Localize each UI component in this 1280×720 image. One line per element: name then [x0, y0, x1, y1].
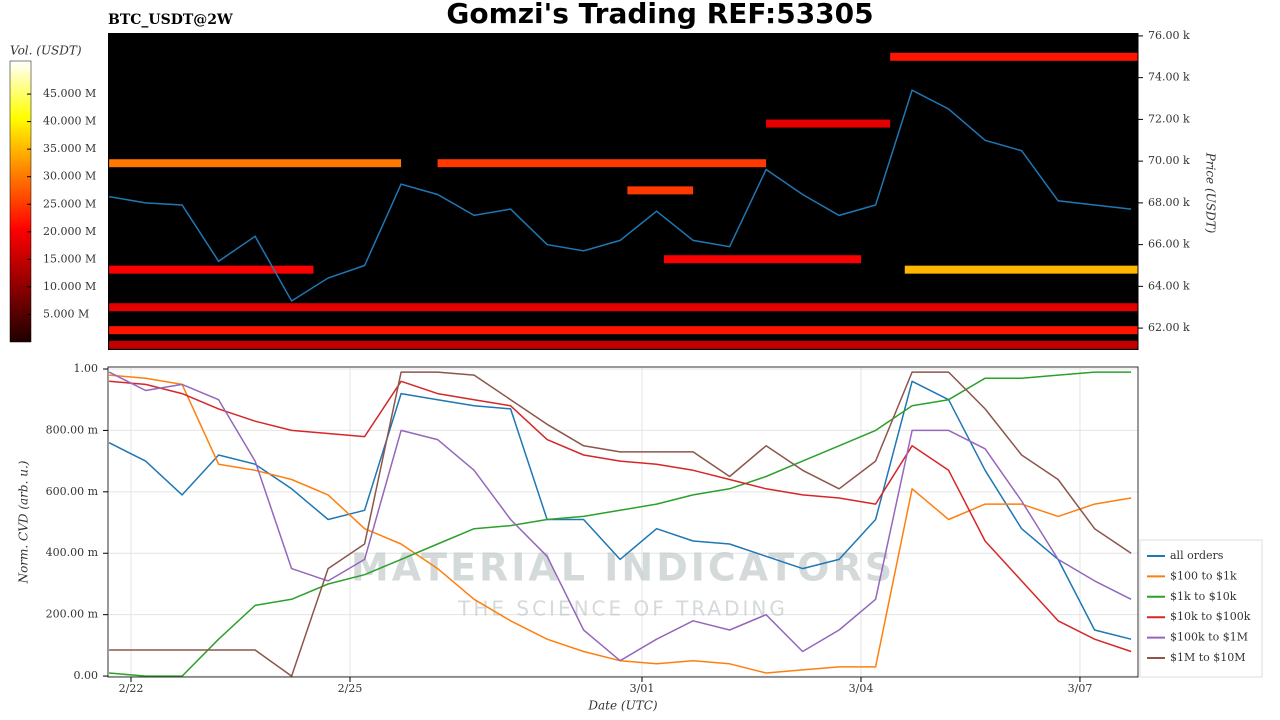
colorbar-tick-label: 20.000 M: [43, 225, 96, 238]
y-axis-label: Norm. CVD (arb. u.): [17, 460, 31, 584]
heatmap-cell: [437, 159, 767, 168]
cvd-line: [108, 371, 1132, 662]
heatmap-cell: [109, 326, 1138, 335]
legend-label: $100k to $1M: [1170, 631, 1248, 644]
y-tick-label: 66.00 k: [1148, 238, 1190, 251]
y-tick-label: 62.00 k: [1148, 321, 1190, 334]
x-tick-label: 2/25: [338, 682, 363, 695]
y-tick-label: 74.00 k: [1148, 71, 1190, 84]
x-tick-label: 3/04: [849, 682, 874, 695]
y-tick-label: 200.00 m: [46, 608, 99, 621]
heatmap-background: [108, 33, 1138, 350]
colorbar-label: Vol. (USDT): [10, 44, 82, 58]
y-tick-label: 400.00 m: [46, 546, 99, 559]
colorbar: [9, 60, 32, 343]
plot-frame: [107, 366, 1139, 678]
heatmap-cell: [109, 303, 1138, 312]
heatmap-cell: [109, 340, 1138, 349]
colorbar-tick-label: 15.000 M: [43, 252, 96, 265]
y-tick-label: 600.00 m: [46, 485, 99, 498]
colorbar-tick-label: 45.000 M: [43, 87, 96, 100]
x-tick-label: 3/01: [630, 682, 655, 695]
legend: [1139, 539, 1263, 678]
price-line: [108, 89, 1132, 303]
heatmap-cell: [904, 265, 1138, 274]
y-axis-label: Price (USDT): [1204, 152, 1218, 234]
y-tick-label: 800.00 m: [46, 423, 99, 436]
heatmap-cell: [663, 255, 861, 264]
y-tick-label: 68.00 k: [1148, 196, 1190, 209]
legend-label: $10k to $100k: [1170, 610, 1251, 623]
colorbar-tick-label: 40.000 M: [43, 115, 96, 128]
legend-label: $1k to $10k: [1170, 590, 1237, 603]
legend-label: all orders: [1170, 549, 1224, 562]
colorbar-tick-label: 5.000 M: [43, 307, 89, 320]
y-tick-label: 64.00 k: [1148, 279, 1190, 292]
cvd-line: [109, 380, 1132, 653]
colorbar-tick-label: 25.000 M: [43, 197, 96, 210]
heatmap-cell: [890, 52, 1138, 61]
symbol: BTC_USDT@2W: [108, 12, 233, 28]
legend-label: $1M to $10M: [1170, 651, 1246, 664]
legend-label: $100 to $1k: [1170, 569, 1237, 582]
cvd-line: [109, 371, 1132, 677]
x-tick-label: 2/22: [119, 682, 144, 695]
y-tick-label: 1.00: [74, 362, 99, 375]
cvd-line: [108, 380, 1132, 640]
y-tick-label: 70.00 k: [1148, 154, 1190, 167]
page-title: Gomzi's Trading REF:53305: [446, 0, 873, 30]
x-axis-label: Date (UTC): [587, 699, 657, 713]
heatmap-cell: [627, 186, 694, 195]
heatmap-cell: [109, 265, 314, 274]
y-tick-label: 76.00 k: [1148, 29, 1190, 42]
watermark-title: MATERIAL INDICATORS: [351, 546, 895, 590]
heatmap-cell: [766, 119, 891, 128]
colorbar-tick-label: 30.000 M: [43, 170, 96, 183]
cvd-line: [109, 374, 1132, 674]
colorbar-tick-label: 10.000 M: [43, 280, 96, 293]
x-tick-label: 3/07: [1068, 682, 1093, 695]
watermark-subtitle: THE SCIENCE OF TRADING: [457, 597, 788, 621]
colorbar-tick-label: 35.000 M: [43, 142, 96, 155]
y-tick-label: 72.00 k: [1148, 112, 1190, 125]
y-tick-label: 0.00: [74, 669, 99, 682]
cvd-line: [109, 371, 1132, 677]
heatmap-cell: [109, 159, 402, 168]
